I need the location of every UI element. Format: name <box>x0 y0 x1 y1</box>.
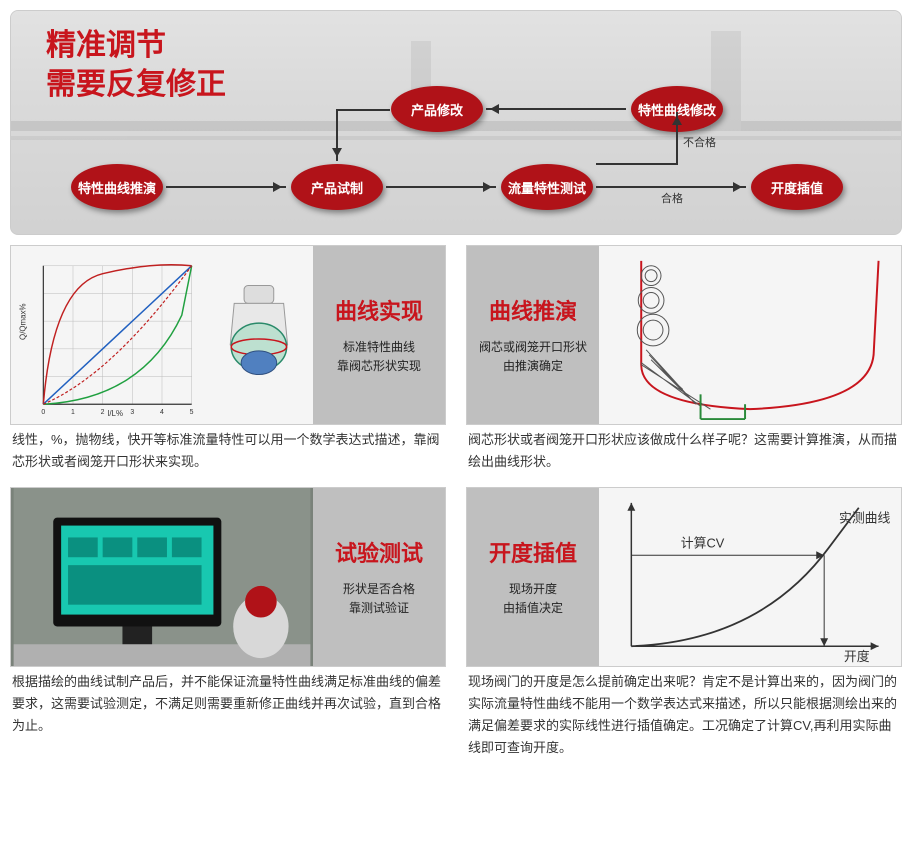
card-1: 曲线推演 阀芯或阀笼开口形状由推演确定 <box>466 245 902 425</box>
node-interp: 开度插值 <box>751 164 843 210</box>
card-2-side: 试验测试 形状是否合格靠测试验证 <box>313 488 445 666</box>
card-2: 试验测试 形状是否合格靠测试验证 <box>10 487 446 667</box>
card-3-title: 开度插值 <box>489 536 577 568</box>
node-test: 流量特性测试 <box>501 164 593 210</box>
interp-svg: 计算CV 实测曲线 开度 <box>599 488 901 666</box>
card-0-title: 曲线实现 <box>335 294 423 326</box>
svg-text:5: 5 <box>190 409 194 416</box>
lbl-x: 开度 <box>844 649 870 664</box>
svg-text:Q/Qmax%: Q/Qmax% <box>19 303 28 339</box>
card-3-sub: 现场开度由插值决定 <box>503 580 563 618</box>
test-photo-svg <box>11 488 313 666</box>
node-proto: 产品试制 <box>291 164 383 210</box>
curve-chart-svg: Q/Qmax% l/L% 0 1 2 3 4 5 <box>11 246 313 424</box>
card-0-sub: 标准特性曲线靠阀芯形状实现 <box>337 338 421 376</box>
banner-title-l1: 精准调节 <box>46 26 226 65</box>
process-banner: 精准调节 需要反复修正 特性曲线推演 产品试制 流量特性测试 开度插值 产品修改… <box>10 10 902 235</box>
profile-svg <box>599 246 901 424</box>
label-pass: 合格 <box>661 190 683 206</box>
card-1-title: 曲线推演 <box>489 294 577 326</box>
arrow-2-3 <box>386 186 496 188</box>
card-1-side: 曲线推演 阀芯或阀笼开口形状由推演确定 <box>467 246 599 424</box>
card-3-wrap: 开度插值 现场开度由插值决定 计算CV 实测曲线 <box>466 487 902 763</box>
card-0-chart: Q/Qmax% l/L% 0 1 2 3 4 5 <box>11 246 313 424</box>
arrow-1-2 <box>166 186 286 188</box>
card-3-caption: 现场阀门的开度是怎么提前确定出来呢？肯定不是计算出来的，因为阀门的实际流量特性曲… <box>466 667 902 763</box>
card-1-diagram <box>599 246 901 424</box>
svg-text:4: 4 <box>160 409 164 416</box>
arrow-6-5 <box>486 108 626 110</box>
arrow-fail-up <box>676 112 678 164</box>
card-0-side: 曲线实现 标准特性曲线靠阀芯形状实现 <box>313 246 445 424</box>
card-1-wrap: 曲线推演 阀芯或阀笼开口形状由推演确定 <box>466 245 902 477</box>
lbl-cv: 计算CV <box>681 536 725 551</box>
card-0-caption: 线性，%，抛物线，快开等标准流量特性可以用一个数学表达式描述，靠阀芯形状或者阀笼… <box>10 425 446 477</box>
card-1-sub: 阀芯或阀笼开口形状由推演确定 <box>479 338 587 376</box>
card-2-wrap: 试验测试 形状是否合格靠测试验证 根据描绘的曲线试制产品后，并不能保证流量特性曲… <box>10 487 446 763</box>
card-2-photo <box>11 488 313 666</box>
svg-text:l/L%: l/L% <box>108 409 123 418</box>
card-2-caption: 根据描绘的曲线试制产品后，并不能保证流量特性曲线满足标准曲线的偏差要求，这需要试… <box>10 667 446 741</box>
card-3: 开度插值 现场开度由插值决定 计算CV 实测曲线 <box>466 487 902 667</box>
node-modify-prod: 产品修改 <box>391 86 483 132</box>
card-0-wrap: Q/Qmax% l/L% 012345 曲线实现 标准特性曲线靠 <box>10 245 446 477</box>
node-derive: 特性曲线推演 <box>71 164 163 210</box>
svg-text:1: 1 <box>71 409 75 416</box>
card-0: Q/Qmax% l/L% 012345 曲线实现 标准特性曲线靠 <box>10 245 446 425</box>
flowchart: 特性曲线推演 产品试制 流量特性测试 开度插值 产品修改 特性曲线修改 合格 不… <box>11 86 901 216</box>
arrow-3-4 <box>596 186 746 188</box>
card-3-side: 开度插值 现场开度由插值决定 <box>467 488 599 666</box>
card-1-caption: 阀芯形状或者阀笼开口形状应该做成什么样子呢？这需要计算推演，从而描绘出曲线形状。 <box>466 425 902 477</box>
svg-text:2: 2 <box>101 409 105 416</box>
card-2-title: 试验测试 <box>335 536 423 568</box>
cards-grid: Q/Qmax% l/L% 012345 曲线实现 标准特性曲线靠 <box>0 245 912 774</box>
arrow-5-2 <box>336 111 338 161</box>
card-3-diagram: 计算CV 实测曲线 开度 <box>599 488 901 666</box>
conn-fail-h <box>596 163 678 165</box>
label-fail: 不合格 <box>683 134 716 150</box>
conn-5 <box>336 109 390 111</box>
svg-text:0: 0 <box>41 409 45 416</box>
svg-text:3: 3 <box>130 409 134 416</box>
lbl-curve: 实测曲线 <box>839 511 891 526</box>
card-2-sub: 形状是否合格靠测试验证 <box>343 580 415 618</box>
